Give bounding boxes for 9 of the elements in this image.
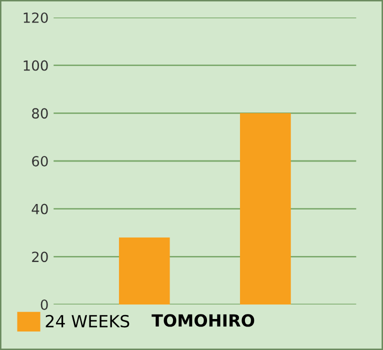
y-tick-label: 100 xyxy=(24,60,48,71)
y-tick-label: 40 xyxy=(32,204,48,214)
y-tick-label: 60 xyxy=(32,156,48,166)
legend-label: 24 WEEKS xyxy=(46,314,130,328)
text: TOMOHIRO xyxy=(152,314,254,327)
y-tick-label: 0 xyxy=(40,299,48,310)
y-tick-label: 80 xyxy=(32,108,48,119)
y-tick-label: 120 xyxy=(24,12,48,23)
y-tick-label: 20 xyxy=(32,252,48,262)
